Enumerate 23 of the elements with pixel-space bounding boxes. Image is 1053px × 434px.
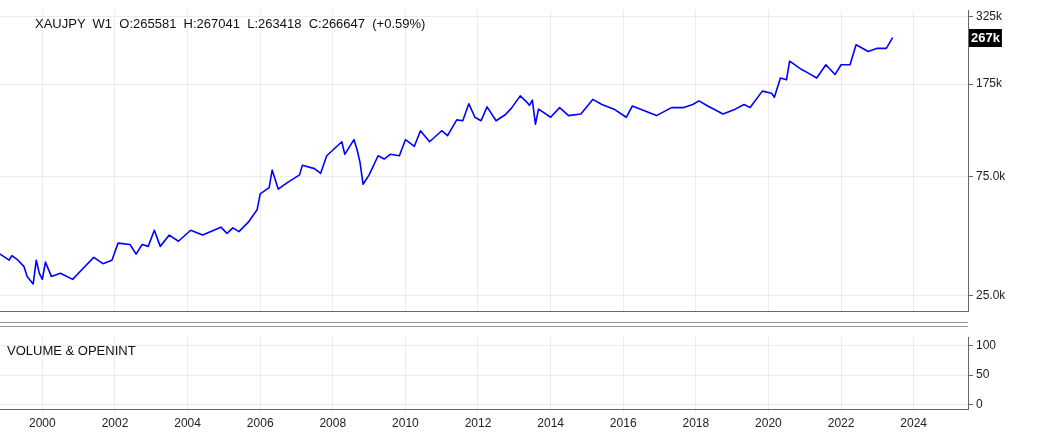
x-tick-label: 2004 (174, 416, 202, 431)
x-tick-label: 2018 (682, 416, 710, 431)
x-tick-label: 2024 (900, 416, 928, 431)
y-tick-label: 0 (976, 397, 983, 412)
chart-title: XAUJPY W1 O:265581 H:267041 L:263418 C:266647 (+0.59%) (35, 15, 426, 31)
x-tick-label: 2008 (319, 416, 347, 431)
x-tick-label: 2006 (246, 416, 274, 431)
y-tick-label: 75.0k (976, 168, 1007, 183)
x-tick-label: 2010 (392, 416, 420, 431)
y-tick-label: 50 (976, 367, 990, 382)
y-tick-label: 325k (976, 9, 1004, 24)
text: 267k (971, 29, 1001, 45)
x-tick-label: 2016 (609, 416, 637, 431)
y-tick-label: 175k (976, 76, 1004, 91)
x-tick-label: 2002 (101, 416, 129, 431)
chart-title: VOLUME & OPENINT (7, 342, 136, 358)
x-tick-label: 2022 (827, 416, 855, 431)
y-tick-label: 25.0k (976, 288, 1007, 303)
x-tick-label: 2014 (537, 416, 565, 431)
x-tick-label: 2000 (28, 416, 57, 431)
x-tick-label: 2020 (755, 416, 783, 431)
x-tick-label: 2012 (464, 416, 492, 431)
y-tick-label: 100 (976, 337, 997, 352)
